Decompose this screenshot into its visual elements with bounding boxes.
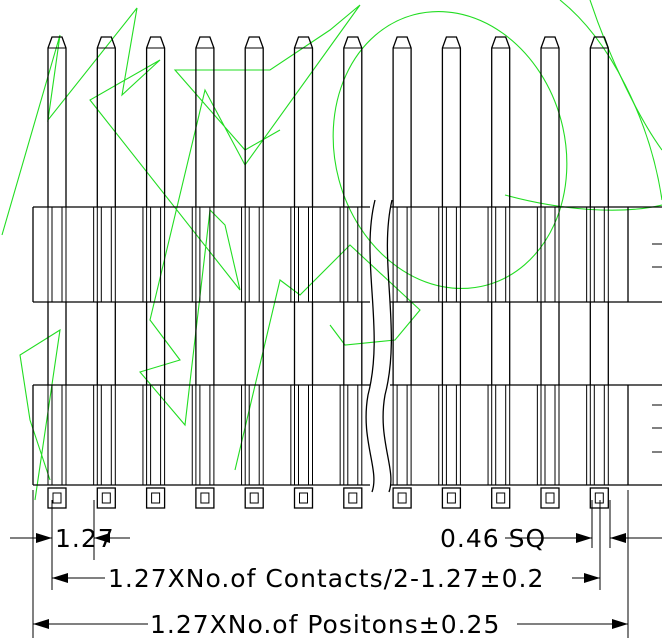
positions-length-dimension: 1.27XNo.of Positons±0.25 [32,490,629,638]
pin-tip [47,36,67,207]
pin-tail-inner [496,492,506,504]
pin-tip [589,36,609,207]
pin-tip [343,36,363,207]
pin-tail-inner [200,492,210,504]
pin-tail [293,487,314,509]
upper-housing-dividers [47,207,609,302]
pin-tail-inner [52,492,62,504]
contacts-length-label: 1.27XNo.of Contacts/2-1.27±0.2 [108,564,544,593]
pin-tail [540,487,560,509]
pin-tail [441,487,462,509]
pin-tip [244,36,264,207]
pin-tail [491,487,511,509]
pin-tip [293,36,314,207]
pin-tail [244,487,264,509]
upper-housing [32,206,662,303]
pin-tip [96,36,116,207]
contacts-length-dimension: 1.27XNo.of Contacts/2-1.27±0.2 [52,500,601,593]
pin-tip [540,36,560,207]
pin-tail-inner [101,492,111,504]
pitch-label: 1.27 [55,524,115,553]
pin-tips-top [47,36,609,207]
lower-housing-dividers [47,385,609,485]
pin-tail-inner [446,492,456,504]
pin-tail [392,487,412,509]
pin-tip [195,36,215,207]
positions-length-label: 1.27XNo.of Positons±0.25 [150,610,500,638]
pin-tail [96,487,116,509]
pins-middle [47,302,609,385]
pin-tip [441,36,462,207]
watermark-logo [1,0,662,501]
pin-tip [145,36,166,207]
pin-tail [589,487,609,509]
pin-tail [145,487,166,509]
pin-tail-inner [299,492,308,504]
pin-tail [343,487,363,509]
break-line [365,199,393,493]
pin-tail [195,487,215,509]
pin-tail [47,487,67,509]
pin-tails-bottom [47,487,609,509]
pin-tail-inner [397,492,407,504]
pin-tail-inner [348,492,358,504]
pin-tail-inner [594,492,604,504]
pin-tail-inner [151,492,161,504]
pitch-dimension: 1.27 [10,500,130,590]
pin-tail-inner [545,492,555,504]
lower-housing [32,384,662,486]
pin-tip [392,36,412,207]
pin-tail-inner [249,492,259,504]
pin-size-label: 0.46 SQ [440,524,546,553]
pin-tip [491,36,511,207]
pin-size-dimension: 0.46 SQ [440,500,662,553]
